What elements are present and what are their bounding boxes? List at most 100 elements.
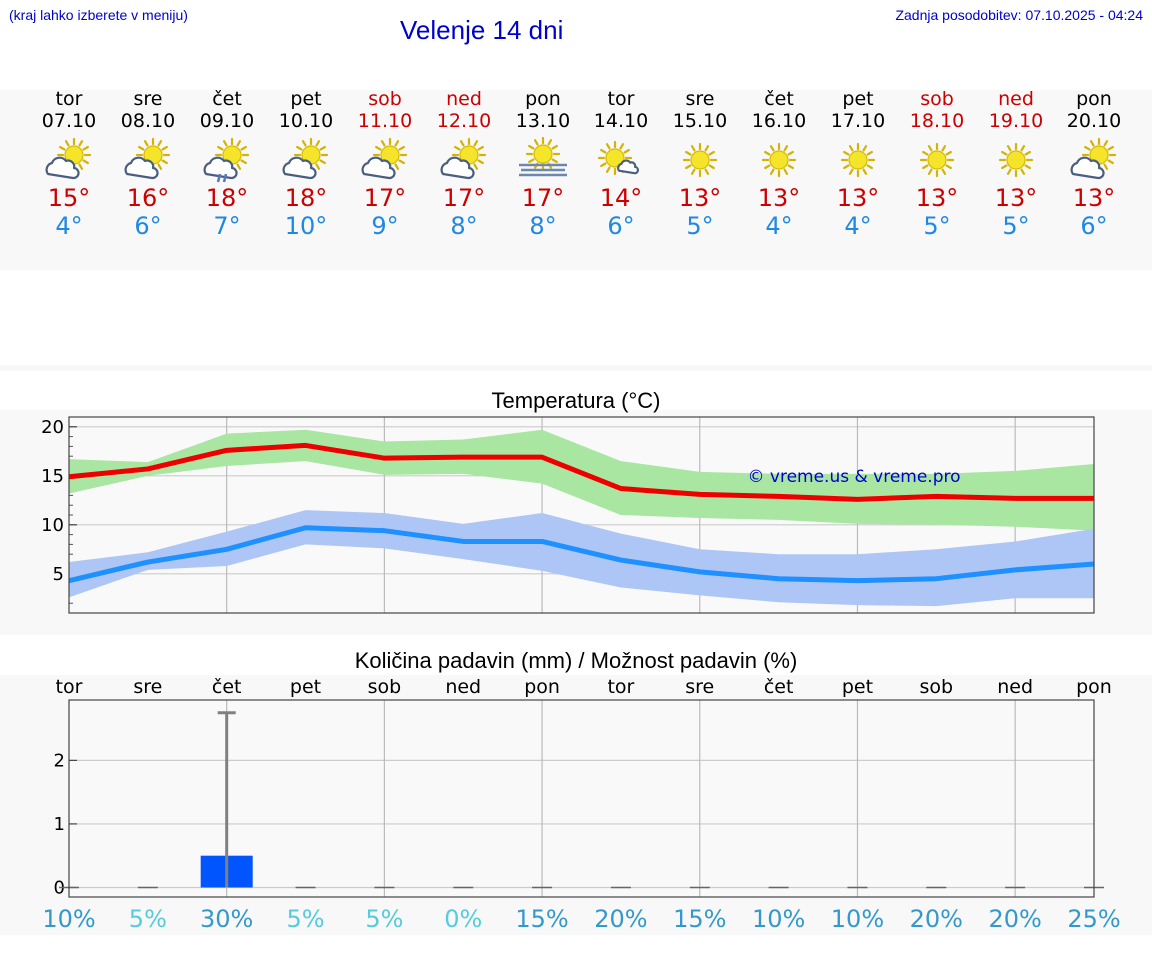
precip-day-label: čet bbox=[212, 676, 242, 698]
temperature-chart-title: Temperatura (°C) bbox=[491, 388, 661, 413]
divider bbox=[0, 365, 1152, 371]
day-column[interactable]: sre 08.10 16° 6° bbox=[108, 88, 188, 240]
sun-icon bbox=[919, 142, 955, 178]
temp-min: 4° bbox=[55, 212, 83, 240]
temp-max: 13° bbox=[757, 184, 801, 212]
partly-cloudy-icon bbox=[440, 137, 487, 180]
y-tick-label: 1 bbox=[54, 814, 65, 835]
day-name: ned bbox=[998, 88, 1034, 110]
partly-cloudy-icon bbox=[282, 137, 329, 180]
day-name: pet bbox=[842, 88, 874, 110]
temp-min: 10° bbox=[284, 212, 328, 240]
day-column[interactable]: ned 19.10 13° 5° bbox=[976, 88, 1056, 240]
day-column[interactable]: tor 07.10 15° 4° bbox=[29, 88, 109, 240]
last-update: Zadnja posodobitev: 07.10.2025 - 04:24 bbox=[895, 7, 1143, 23]
day-column[interactable]: tor 14.10 14° 6° bbox=[581, 88, 661, 240]
day-column[interactable]: sre 15.10 13° 5° bbox=[660, 88, 740, 240]
day-column[interactable]: čet 09.10 18° 7° bbox=[187, 88, 267, 240]
page-title: Velenje 14 dni bbox=[400, 15, 564, 45]
day-column[interactable]: pet 10.10 18° 10° bbox=[266, 88, 346, 240]
precip-day-label: sre bbox=[133, 676, 162, 698]
day-column[interactable]: sob 11.10 17° 9° bbox=[345, 88, 425, 240]
temp-min: 6° bbox=[607, 212, 635, 240]
temp-min: 7° bbox=[213, 212, 241, 240]
day-date: 17.10 bbox=[830, 110, 886, 132]
day-date: 10.10 bbox=[278, 110, 334, 132]
temp-max: 13° bbox=[994, 184, 1038, 212]
temp-min: 9° bbox=[371, 212, 399, 240]
temp-min: 8° bbox=[529, 212, 557, 240]
partly-cloudy-rain-icon bbox=[203, 137, 250, 183]
sun-icon bbox=[682, 142, 718, 178]
day-column[interactable]: pet 17.10 13° 4° bbox=[818, 88, 898, 240]
y-tick-label: 20 bbox=[41, 417, 64, 438]
precip-day-label: čet bbox=[764, 676, 794, 698]
day-name: ned bbox=[446, 88, 482, 110]
location-menu-hint[interactable]: (kraj lahko izberete v meniju) bbox=[9, 7, 188, 23]
y-tick-label: 10 bbox=[41, 515, 64, 536]
temp-min: 5° bbox=[923, 212, 951, 240]
day-name: pet bbox=[290, 88, 322, 110]
temp-min: 6° bbox=[134, 212, 162, 240]
precip-probability: 5% bbox=[365, 905, 403, 933]
precip-day-label: pon bbox=[524, 676, 560, 698]
sun-fog-icon bbox=[519, 136, 567, 177]
precip-probability: 15% bbox=[673, 905, 726, 933]
temp-min: 8° bbox=[450, 212, 478, 240]
precip-day-label: ned bbox=[445, 676, 481, 698]
day-column[interactable]: pon 20.10 13° 6° bbox=[1054, 88, 1134, 240]
precip-probability: 5% bbox=[286, 905, 324, 933]
temp-max: 18° bbox=[284, 184, 328, 212]
day-name: tor bbox=[607, 88, 635, 110]
day-name: sre bbox=[685, 88, 715, 110]
temperature-chart: 5 10 15 20 © vreme.us & vreme.pro bbox=[41, 416, 1095, 614]
precip-day-label: pon bbox=[1076, 676, 1112, 698]
day-date: 11.10 bbox=[357, 110, 413, 132]
day-columns: tor 07.10 15° 4° sre 08.10 16° 6° čet 09.10 18° 7… bbox=[0, 88, 1152, 258]
temp-max: 13° bbox=[1072, 184, 1116, 212]
min-temp-line bbox=[68, 525, 1095, 584]
precip-probability: 10% bbox=[42, 905, 95, 933]
sun-icon bbox=[840, 142, 876, 178]
temp-min: 4° bbox=[844, 212, 872, 240]
precip-day-label: sob bbox=[368, 676, 402, 698]
day-name: pon bbox=[1076, 88, 1112, 110]
temp-min: 4° bbox=[765, 212, 793, 240]
day-column[interactable]: ned 12.10 17° 8° bbox=[424, 88, 504, 240]
precip-probability: 15% bbox=[515, 905, 568, 933]
temp-min: 6° bbox=[1080, 212, 1108, 240]
partly-cloudy-icon bbox=[361, 137, 408, 180]
day-date: 15.10 bbox=[672, 110, 728, 132]
day-column[interactable]: čet 16.10 13° 4° bbox=[739, 88, 819, 240]
day-date: 19.10 bbox=[988, 110, 1044, 132]
precip-probability: 10% bbox=[831, 905, 884, 933]
day-column[interactable]: sob 18.10 13° 5° bbox=[897, 88, 977, 240]
y-tick-label: 15 bbox=[41, 466, 64, 487]
day-date: 16.10 bbox=[751, 110, 807, 132]
day-name: sob bbox=[368, 88, 402, 110]
precip-day-label: pet bbox=[842, 676, 873, 698]
partly-cloudy-icon bbox=[124, 137, 171, 180]
precip-probability: 20% bbox=[594, 905, 647, 933]
temp-min: 5° bbox=[686, 212, 714, 240]
precip-probability: 10% bbox=[752, 905, 805, 933]
temp-max: 13° bbox=[836, 184, 880, 212]
precip-day-label: tor bbox=[607, 676, 634, 698]
y-tick-label: 2 bbox=[54, 750, 65, 771]
precip-probability: 20% bbox=[910, 905, 963, 933]
forecast-strip bbox=[0, 90, 1152, 270]
temp-max: 13° bbox=[678, 184, 722, 212]
day-column[interactable]: pon 13.10 17° 8° bbox=[503, 88, 583, 240]
day-name: čet bbox=[212, 88, 242, 110]
precip-day-label: ned bbox=[997, 676, 1033, 698]
plot-frame bbox=[68, 416, 1095, 614]
day-date: 18.10 bbox=[909, 110, 965, 132]
temp-max: 17° bbox=[363, 184, 407, 212]
precip-probability: 30% bbox=[200, 905, 253, 933]
temp-max: 16° bbox=[126, 184, 170, 212]
temp-max: 15° bbox=[47, 184, 91, 212]
sun-icon bbox=[761, 142, 797, 178]
y-tick-label: 5 bbox=[53, 564, 64, 585]
max-temp-band bbox=[69, 429, 1094, 531]
temp-max: 17° bbox=[521, 184, 565, 212]
